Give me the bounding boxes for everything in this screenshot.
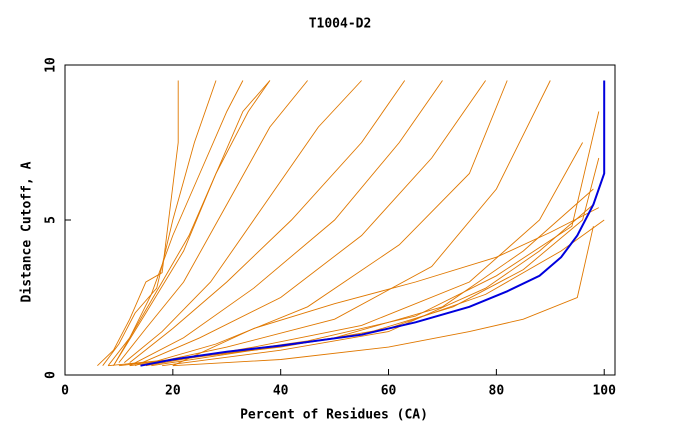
y-axis-label: Distance Cutoff, A bbox=[20, 161, 35, 302]
chart-title: T1004-D2 bbox=[309, 17, 372, 32]
x-tick-label: 0 bbox=[61, 384, 69, 399]
series-line bbox=[140, 80, 606, 367]
series-line bbox=[172, 207, 600, 367]
series-line bbox=[118, 80, 308, 363]
x-tick-label: 40 bbox=[273, 384, 289, 399]
series-line bbox=[124, 80, 362, 363]
x-tick-label: 80 bbox=[489, 384, 505, 399]
y-tick-label: 0 bbox=[44, 371, 59, 379]
series-line bbox=[151, 157, 600, 367]
series-line bbox=[162, 204, 594, 367]
x-axis-label: Percent of Residues (CA) bbox=[240, 408, 428, 423]
x-tick-label: 100 bbox=[592, 384, 616, 399]
series-line bbox=[113, 80, 271, 366]
y-tick-label: 5 bbox=[44, 216, 59, 224]
series-line bbox=[97, 80, 179, 367]
x-tick-label: 20 bbox=[165, 384, 181, 399]
y-tick-label: 10 bbox=[44, 57, 59, 73]
series-line bbox=[102, 80, 217, 366]
x-tick-label: 60 bbox=[381, 384, 397, 399]
series-line bbox=[129, 80, 406, 363]
series-line bbox=[134, 80, 486, 367]
series-line bbox=[129, 80, 443, 367]
series-line bbox=[140, 80, 551, 367]
series-line bbox=[172, 226, 594, 367]
series-line bbox=[140, 80, 508, 367]
series-line bbox=[113, 80, 271, 366]
